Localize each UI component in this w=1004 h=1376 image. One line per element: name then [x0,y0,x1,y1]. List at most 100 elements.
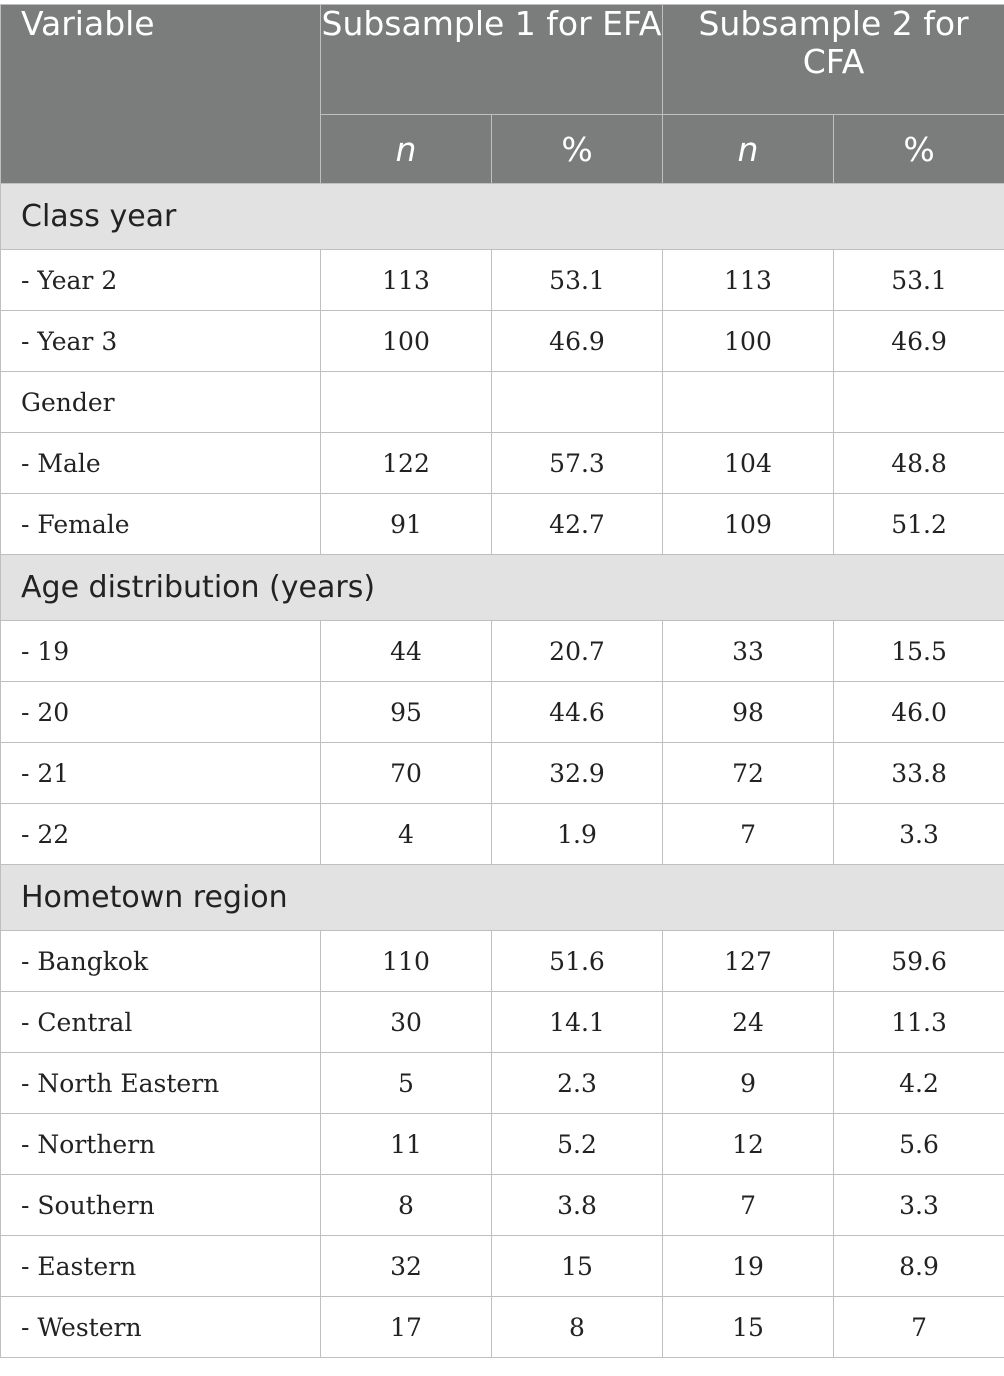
cell-n1: 4 [320,803,492,865]
cell-n1: 30 [320,991,492,1053]
cell-n2: 104 [662,432,835,494]
cell-n2: 9 [662,1052,835,1114]
cell-pct1: 53.1 [490,249,664,311]
row-label: - Western [0,1296,321,1358]
cell-n2: 33 [662,620,835,682]
row-label: - Female [0,493,321,555]
cell-n2 [662,371,835,433]
demographics-table: Variable Subsample 1 for EFA Subsample 2… [0,4,1004,1358]
row-label: - Year 2 [0,249,321,311]
pct-header-1: % [490,114,664,184]
cell-n2: 7 [662,803,835,865]
table-row: - Northern 11 5.2 12 5.6 [0,1113,1004,1175]
table-row: - Female 91 42.7 109 51.2 [0,493,1004,555]
cell-pct1: 14.1 [490,991,664,1053]
pct-header-2: % [833,114,1004,184]
cell-n1: 11 [320,1113,492,1175]
cell-pct2: 7 [833,1296,1004,1358]
cell-pct1: 8 [490,1296,664,1358]
row-label: - Central [0,991,321,1053]
section-label: Hometown region [0,864,1004,931]
cell-pct2: 15.5 [833,620,1004,682]
cell-pct2: 46.9 [833,310,1004,372]
cell-pct2: 3.3 [833,803,1004,865]
cell-n2: 15 [662,1296,835,1358]
table-row: - Year 2 113 53.1 113 53.1 [0,249,1004,311]
cell-pct1: 57.3 [490,432,664,494]
cell-n1: 95 [320,681,492,743]
cell-n1: 91 [320,493,492,555]
section-row: Age distribution (years) [0,554,1004,621]
cell-n1: 70 [320,742,492,804]
section-row: Hometown region [0,864,1004,931]
cell-pct1: 1.9 [490,803,664,865]
row-label: - 19 [0,620,321,682]
cell-n1: 5 [320,1052,492,1114]
table-row: - Eastern 32 15 19 8.9 [0,1235,1004,1297]
cell-pct2: 46.0 [833,681,1004,743]
table-row: - 20 95 44.6 98 46.0 [0,681,1004,743]
cell-pct1: 42.7 [490,493,664,555]
cell-n1: 100 [320,310,492,372]
table-row: - 19 44 20.7 33 15.5 [0,620,1004,682]
row-label: - North Eastern [0,1052,321,1114]
cell-n2: 109 [662,493,835,555]
row-label: - Eastern [0,1235,321,1297]
table-row: - 21 70 32.9 72 33.8 [0,742,1004,804]
cell-n2: 100 [662,310,835,372]
row-label: - Year 3 [0,310,321,372]
cell-pct2 [833,371,1004,433]
cell-pct1: 32.9 [490,742,664,804]
subheader-row: n % n % [1,114,1004,184]
row-label: - Male [0,432,321,494]
cell-n1: 17 [320,1296,492,1358]
cell-n1: 8 [320,1174,492,1236]
cell-n2: 7 [662,1174,835,1236]
table-row: - Western 17 8 15 7 [0,1296,1004,1358]
cell-pct1: 5.2 [490,1113,664,1175]
subsample2-header: Subsample 2 for CFA [662,4,1004,115]
cell-pct1: 51.6 [490,930,664,992]
cell-pct1: 2.3 [490,1052,664,1114]
cell-n1: 32 [320,1235,492,1297]
table-row: - North Eastern 5 2.3 9 4.2 [0,1052,1004,1114]
cell-n2: 98 [662,681,835,743]
table-row: - Central 30 14.1 24 11.3 [0,991,1004,1053]
cell-pct2: 33.8 [833,742,1004,804]
cell-pct2: 3.3 [833,1174,1004,1236]
cell-pct1: 3.8 [490,1174,664,1236]
cell-n2: 72 [662,742,835,804]
header-row: Variable Subsample 1 for EFA Subsample 2… [0,4,1004,184]
row-label: - Northern [0,1113,321,1175]
cell-n1: 113 [320,249,492,311]
section-label: Age distribution (years) [0,554,1004,621]
cell-n2: 19 [662,1235,835,1297]
row-label: - Bangkok [0,930,321,992]
table-row: - Southern 8 3.8 7 3.3 [0,1174,1004,1236]
cell-n2: 127 [662,930,835,992]
section-row: Class year [0,183,1004,250]
cell-pct2: 11.3 [833,991,1004,1053]
section-label: Class year [0,183,1004,250]
cell-n2: 113 [662,249,835,311]
row-label: - Southern [0,1174,321,1236]
table-row: - Year 3 100 46.9 100 46.9 [0,310,1004,372]
table-row: - Male 122 57.3 104 48.8 [0,432,1004,494]
cell-pct1 [490,371,664,433]
cell-pct1: 20.7 [490,620,664,682]
cell-n1: 122 [320,432,492,494]
row-label: - 22 [0,803,321,865]
table-row: - 22 4 1.9 7 3.3 [0,803,1004,865]
cell-pct2: 48.8 [833,432,1004,494]
cell-n2: 12 [662,1113,835,1175]
cell-pct2: 5.6 [833,1113,1004,1175]
cell-pct1: 46.9 [490,310,664,372]
cell-pct1: 44.6 [490,681,664,743]
cell-pct1: 15 [490,1235,664,1297]
table-row: Gender [0,371,1004,433]
cell-pct2: 4.2 [833,1052,1004,1114]
variable-header: Variable [0,4,321,184]
subsample1-header: Subsample 1 for EFA [319,4,664,115]
cell-n1: 110 [320,930,492,992]
n-header-2: n [662,114,835,184]
